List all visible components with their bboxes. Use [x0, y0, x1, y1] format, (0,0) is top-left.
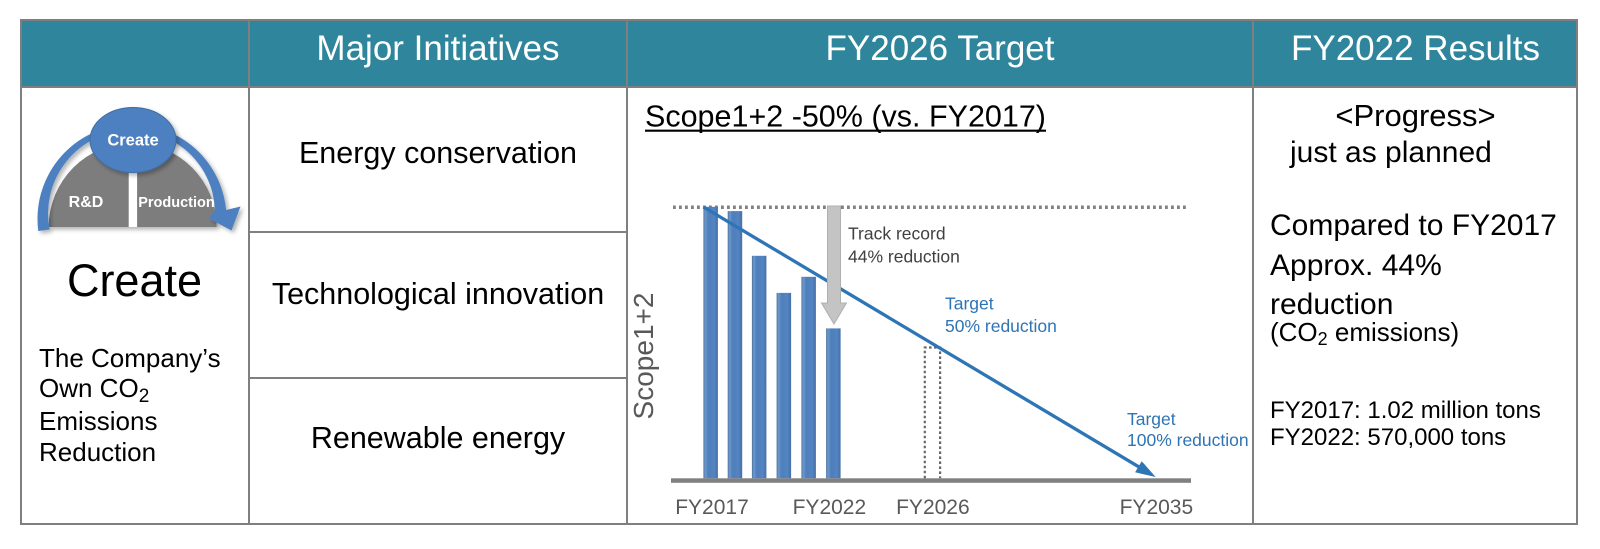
svg-text:FY2017: FY2017 — [675, 496, 749, 519]
svg-text:50% reduction: 50% reduction — [945, 316, 1057, 336]
svg-text:Track record: Track record — [848, 224, 946, 244]
svg-text:44% reduction: 44% reduction — [848, 246, 960, 266]
svg-text:Target: Target — [945, 293, 994, 313]
svg-text:FY2022: FY2022 — [793, 496, 867, 519]
svg-text:Scope1+2: Scope1+2 — [628, 293, 659, 420]
svg-text:Target: Target — [1127, 409, 1176, 429]
svg-text:Create: Create — [107, 132, 158, 150]
svg-text:Production: Production — [138, 195, 215, 211]
svg-text:FY2026: FY2026 — [896, 496, 970, 519]
svg-text:Scope1+2 -50% (vs. FY2017): Scope1+2 -50% (vs. FY2017) — [645, 100, 1046, 134]
svg-text:FY2035: FY2035 — [1120, 496, 1194, 519]
svg-text:100% reduction: 100% reduction — [1127, 430, 1249, 450]
svg-text:R&D: R&D — [69, 194, 104, 211]
